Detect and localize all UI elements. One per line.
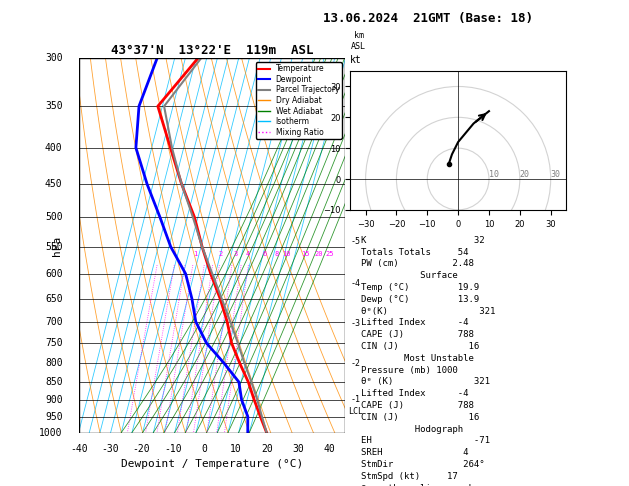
Text: -5: -5 [351, 237, 360, 245]
Text: 20: 20 [261, 444, 273, 454]
Text: 800: 800 [45, 358, 63, 368]
Text: 10: 10 [230, 444, 242, 454]
Text: kt: kt [350, 55, 362, 65]
Text: 20: 20 [314, 251, 323, 257]
Legend: Temperature, Dewpoint, Parcel Trajectory, Dry Adiabat, Wet Adiabat, Isotherm, Mi: Temperature, Dewpoint, Parcel Trajectory… [256, 62, 342, 139]
Text: 25: 25 [325, 251, 333, 257]
Text: -20: -20 [133, 444, 150, 454]
Text: 500: 500 [45, 212, 63, 222]
Text: 600: 600 [45, 269, 63, 279]
Text: 350: 350 [45, 101, 63, 111]
Text: 900: 900 [45, 395, 63, 405]
Text: 6: 6 [262, 251, 267, 257]
Text: 750: 750 [45, 338, 63, 348]
Text: 8: 8 [275, 251, 279, 257]
Text: 20: 20 [520, 170, 530, 179]
Text: -7: -7 [351, 151, 360, 160]
Text: 400: 400 [45, 143, 63, 153]
Text: 950: 950 [45, 412, 63, 421]
Text: -1: -1 [351, 395, 360, 404]
Text: -6: -6 [351, 193, 360, 202]
Text: K                    32
Totals Totals     54
PW (cm)          2.48
           Su: K 32 Totals Totals 54 PW (cm) 2.48 Su [361, 236, 522, 486]
Text: 700: 700 [45, 317, 63, 327]
Text: -10: -10 [164, 444, 182, 454]
Text: 40: 40 [324, 444, 335, 454]
Text: -4: -4 [351, 279, 360, 289]
Text: 550: 550 [45, 242, 63, 252]
Text: 2: 2 [218, 251, 223, 257]
Text: 10: 10 [282, 251, 291, 257]
Text: 650: 650 [45, 294, 63, 304]
Text: LCL: LCL [348, 407, 363, 416]
Text: hPa: hPa [52, 235, 62, 256]
Title: 43°37'N  13°22'E  119m  ASL: 43°37'N 13°22'E 119m ASL [111, 44, 313, 57]
Text: km
ASL: km ASL [351, 32, 366, 51]
Text: 15: 15 [301, 251, 309, 257]
Text: -3: -3 [351, 319, 360, 329]
Text: -8: -8 [351, 110, 360, 120]
Text: 300: 300 [45, 53, 63, 63]
Text: 1000: 1000 [39, 428, 63, 437]
Text: 850: 850 [45, 377, 63, 387]
Text: 3: 3 [234, 251, 238, 257]
Text: -30: -30 [101, 444, 119, 454]
Text: -40: -40 [70, 444, 87, 454]
Text: -2: -2 [351, 359, 360, 368]
Text: 4: 4 [245, 251, 250, 257]
Text: 1: 1 [193, 251, 198, 257]
Text: 13.06.2024  21GMT (Base: 18): 13.06.2024 21GMT (Base: 18) [323, 12, 533, 25]
Text: 10: 10 [489, 170, 499, 179]
Text: 0: 0 [201, 444, 207, 454]
Text: 30: 30 [292, 444, 304, 454]
Text: 30: 30 [550, 170, 560, 179]
Text: Dewpoint / Temperature (°C): Dewpoint / Temperature (°C) [121, 459, 303, 469]
Text: 450: 450 [45, 179, 63, 190]
